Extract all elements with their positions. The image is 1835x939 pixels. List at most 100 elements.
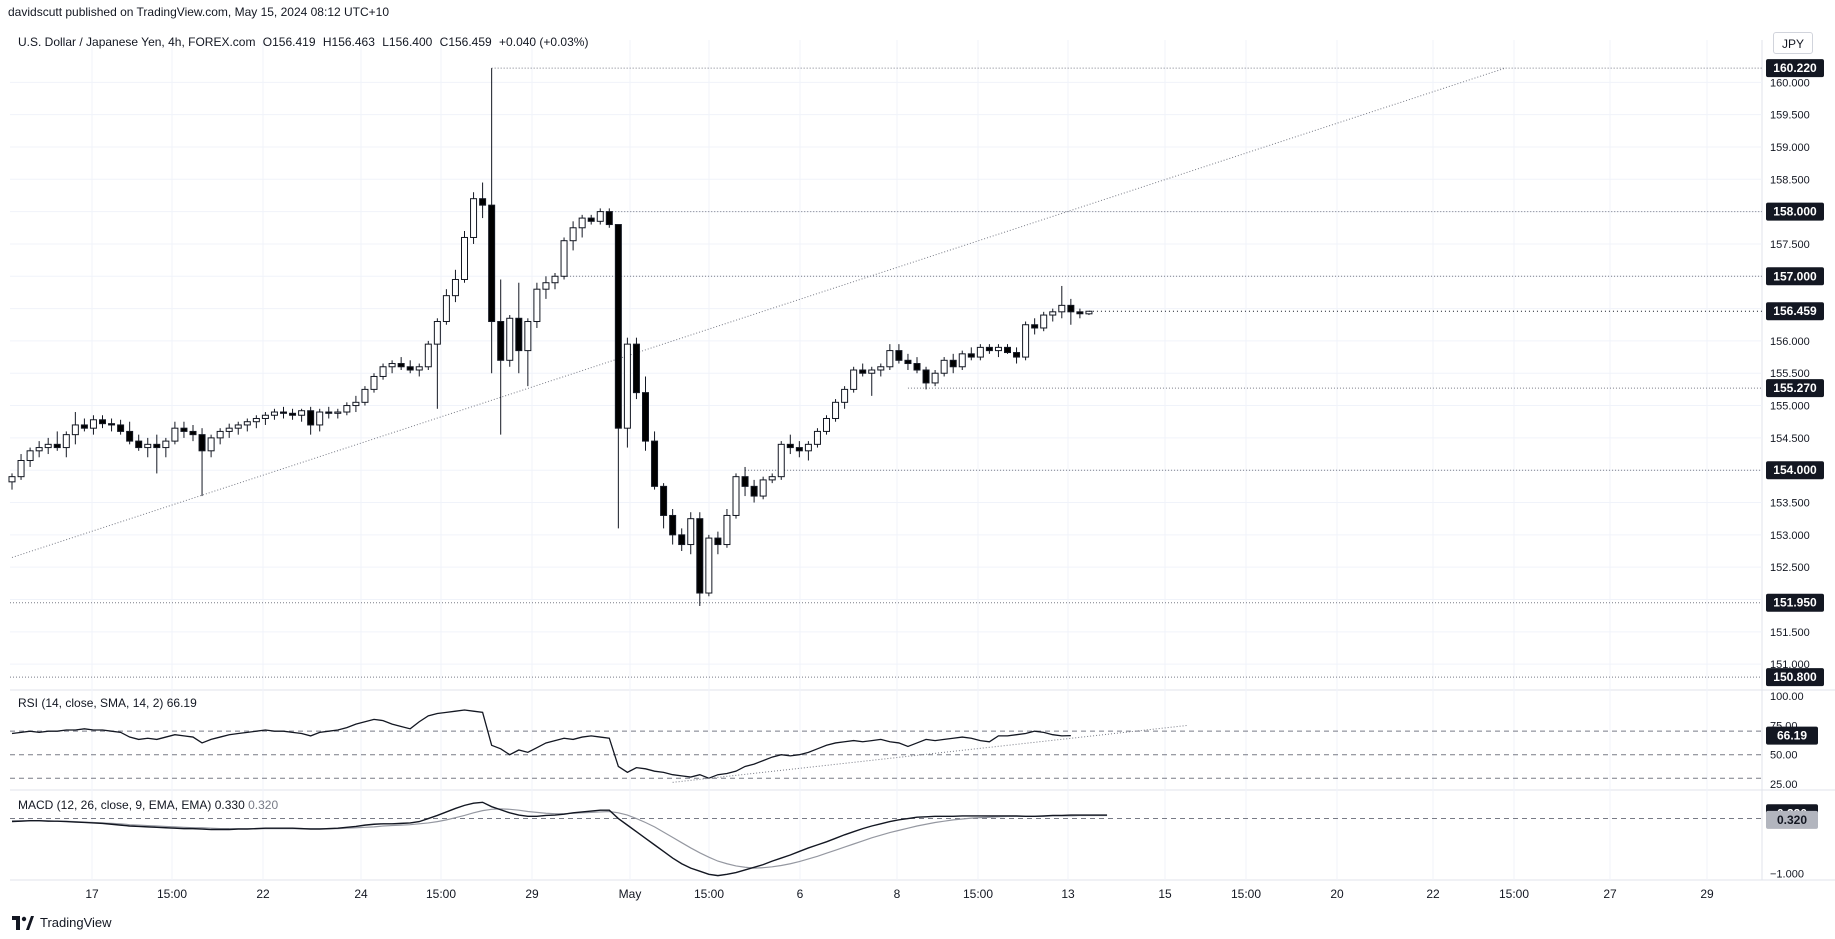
candle[interactable] xyxy=(252,415,260,429)
candle[interactable] xyxy=(162,437,170,458)
trendline[interactable] xyxy=(11,67,1506,558)
candle[interactable] xyxy=(461,231,468,283)
candle[interactable] xyxy=(578,214,586,238)
candle[interactable] xyxy=(289,408,297,420)
candle[interactable] xyxy=(198,428,206,497)
candle[interactable] xyxy=(994,344,1002,358)
candle[interactable] xyxy=(596,208,604,225)
candle[interactable] xyxy=(316,408,324,432)
candle[interactable] xyxy=(153,434,161,474)
candle[interactable] xyxy=(8,473,16,490)
candle[interactable] xyxy=(605,208,613,228)
candle[interactable] xyxy=(967,347,975,361)
candle[interactable] xyxy=(922,366,930,390)
candle[interactable] xyxy=(623,337,631,448)
candle[interactable] xyxy=(1040,311,1048,332)
candle[interactable] xyxy=(307,406,315,435)
candle[interactable] xyxy=(714,531,722,555)
candle[interactable] xyxy=(126,421,134,445)
candle[interactable] xyxy=(17,454,25,480)
macd-signal-line[interactable] xyxy=(12,808,1108,869)
candle[interactable] xyxy=(542,276,550,299)
candle[interactable] xyxy=(886,344,894,370)
candle[interactable] xyxy=(216,428,224,445)
candle[interactable] xyxy=(777,441,785,480)
candle[interactable] xyxy=(62,431,70,458)
candle[interactable] xyxy=(841,386,849,409)
candle[interactable] xyxy=(560,237,568,280)
candle[interactable] xyxy=(1031,318,1039,335)
macd-line[interactable] xyxy=(11,801,1108,877)
candle[interactable] xyxy=(895,344,903,364)
candle[interactable] xyxy=(71,412,79,445)
candle[interactable] xyxy=(759,476,767,500)
candle[interactable] xyxy=(1058,285,1066,319)
candle[interactable] xyxy=(804,441,812,461)
rsi-line[interactable] xyxy=(11,709,1071,779)
candle[interactable] xyxy=(660,483,668,529)
candle[interactable] xyxy=(913,357,921,374)
candle[interactable] xyxy=(949,353,957,374)
candle[interactable] xyxy=(940,357,948,377)
candle[interactable] xyxy=(270,408,278,420)
candle[interactable] xyxy=(1067,298,1075,325)
candle[interactable] xyxy=(1076,308,1084,319)
candle[interactable] xyxy=(361,386,369,406)
candle[interactable] xyxy=(379,363,387,380)
candle[interactable] xyxy=(985,344,993,354)
candle[interactable] xyxy=(587,214,595,225)
candle[interactable] xyxy=(750,479,758,503)
candle[interactable] xyxy=(343,402,351,416)
candle[interactable] xyxy=(334,408,342,419)
candle[interactable] xyxy=(234,421,242,435)
candle[interactable] xyxy=(144,437,152,458)
candle[interactable] xyxy=(723,508,731,548)
candle[interactable] xyxy=(488,68,496,374)
candle[interactable] xyxy=(533,282,541,328)
candle[interactable] xyxy=(705,534,713,597)
tradingview-logo[interactable]: TradingView xyxy=(12,915,112,930)
candle[interactable] xyxy=(280,406,287,419)
candle[interactable] xyxy=(388,360,396,374)
candle[interactable] xyxy=(53,431,61,451)
candle[interactable] xyxy=(80,418,88,432)
candle[interactable] xyxy=(931,370,939,387)
candle[interactable] xyxy=(687,512,695,555)
candle[interactable] xyxy=(44,437,52,455)
candle[interactable] xyxy=(135,434,143,451)
candle[interactable] xyxy=(1013,347,1021,364)
symbol-name[interactable]: U.S. Dollar / Japanese Yen, 4h, FOREX.co… xyxy=(18,35,256,49)
candle[interactable] xyxy=(26,447,34,467)
candle[interactable] xyxy=(479,182,487,219)
candle[interactable] xyxy=(1022,321,1030,361)
candle[interactable] xyxy=(415,363,423,377)
candle[interactable] xyxy=(614,224,622,529)
candle[interactable] xyxy=(850,366,858,393)
candle[interactable] xyxy=(207,434,215,458)
candle[interactable] xyxy=(261,412,269,425)
candle[interactable] xyxy=(651,431,659,490)
candle[interactable] xyxy=(180,421,188,438)
candle[interactable] xyxy=(397,357,405,370)
candle[interactable] xyxy=(442,289,450,325)
candle[interactable] xyxy=(678,528,686,552)
candle[interactable] xyxy=(732,473,740,519)
candle[interactable] xyxy=(506,315,514,367)
candle[interactable] xyxy=(99,415,106,429)
candle[interactable] xyxy=(795,441,803,458)
candle[interactable] xyxy=(424,340,432,370)
candle[interactable] xyxy=(406,360,414,374)
candle[interactable] xyxy=(89,415,97,435)
candle[interactable] xyxy=(958,350,966,370)
candle[interactable] xyxy=(171,421,179,445)
candle[interactable] xyxy=(813,428,821,448)
candle[interactable] xyxy=(877,363,885,377)
candle[interactable] xyxy=(1004,344,1011,354)
candle[interactable] xyxy=(117,419,125,435)
candle[interactable] xyxy=(976,344,984,361)
candle[interactable] xyxy=(904,353,912,370)
candle[interactable] xyxy=(470,192,478,244)
candle[interactable] xyxy=(35,441,43,458)
candle[interactable] xyxy=(632,337,640,400)
